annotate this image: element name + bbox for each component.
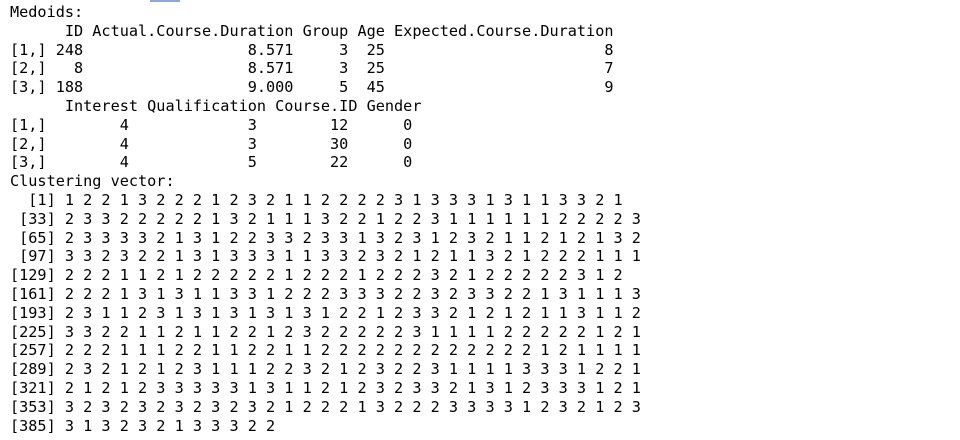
- console-line-cluster-vector: [33] 2 3 3 2 2 2 2 2 1 3 2 1 1 1 3 2 2 1…: [10, 209, 641, 228]
- console-line-cluster-vector: [97] 3 3 2 3 2 2 1 3 1 3 3 3 1 1 3 3 2 3…: [10, 247, 641, 266]
- console-line-medoids-columns-2: Interest Qualification Course.ID Gender: [10, 96, 422, 115]
- selection-artifact: [150, 0, 180, 2]
- console-line-cluster-vector: [161] 2 2 2 1 3 1 3 1 1 3 3 1 2 2 2 3 3 …: [10, 284, 641, 303]
- console-line-medoid-row-3-cont: [3,] 4 5 22 0: [10, 153, 413, 172]
- console-line-medoid-row-2: [2,] 8 8.571 3 25 7: [10, 59, 614, 78]
- console-line-cluster-vector: [65] 2 3 3 3 3 2 1 3 1 2 2 3 3 2 3 3 1 3…: [10, 228, 641, 247]
- r-console-output[interactable]: Medoids: ID Actual.Course.Duration Group…: [10, 3, 955, 437]
- console-line-cluster-vector: [129] 2 2 2 1 1 2 1 2 2 2 2 2 1 2 2 2 1 …: [10, 266, 623, 285]
- console-line-cluster-vector: [385] 3 1 3 2 3 2 1 3 3 3 2 2: [10, 416, 276, 435]
- console-line-cluster-vector: [193] 2 3 1 1 2 3 1 3 1 3 1 3 1 3 1 2 2 …: [10, 303, 641, 322]
- console-line-cluster-vector: [257] 2 2 2 1 1 1 2 2 1 1 2 2 1 1 2 2 2 …: [10, 341, 641, 360]
- console-line-medoids-header: Medoids:: [10, 3, 84, 21]
- console-line-medoid-row-1: [1,] 248 8.571 3 25 8: [10, 40, 614, 59]
- console-line-clustering-header: Clustering vector:: [10, 172, 175, 191]
- console-line-cluster-vector: [353] 3 2 3 2 3 2 3 2 3 2 3 2 1 2 2 2 1 …: [10, 397, 641, 416]
- console-line-medoid-row-1-cont: [1,] 4 3 12 0: [10, 115, 413, 134]
- console-line-cluster-vector: [289] 2 3 2 1 2 1 2 3 1 1 1 2 2 3 2 1 2 …: [10, 360, 641, 379]
- console-line-medoid-row-3: [3,] 188 9.000 5 45 9: [10, 78, 614, 97]
- console-line-cluster-vector: [1] 1 2 2 1 3 2 2 2 1 2 3 2 1 1 2 2 2 2 …: [10, 190, 623, 209]
- console-line-cluster-vector: [225] 3 3 2 2 1 1 2 1 1 2 2 1 2 3 2 2 2 …: [10, 322, 641, 341]
- console-line-cluster-vector: [321] 2 1 2 1 2 3 3 3 3 3 1 3 1 1 2 1 2 …: [10, 378, 641, 397]
- console-line-medoid-row-2-cont: [2,] 4 3 30 0: [10, 134, 413, 153]
- console-line-medoids-columns-1: ID Actual.Course.Duration Group Age Expe…: [10, 21, 614, 40]
